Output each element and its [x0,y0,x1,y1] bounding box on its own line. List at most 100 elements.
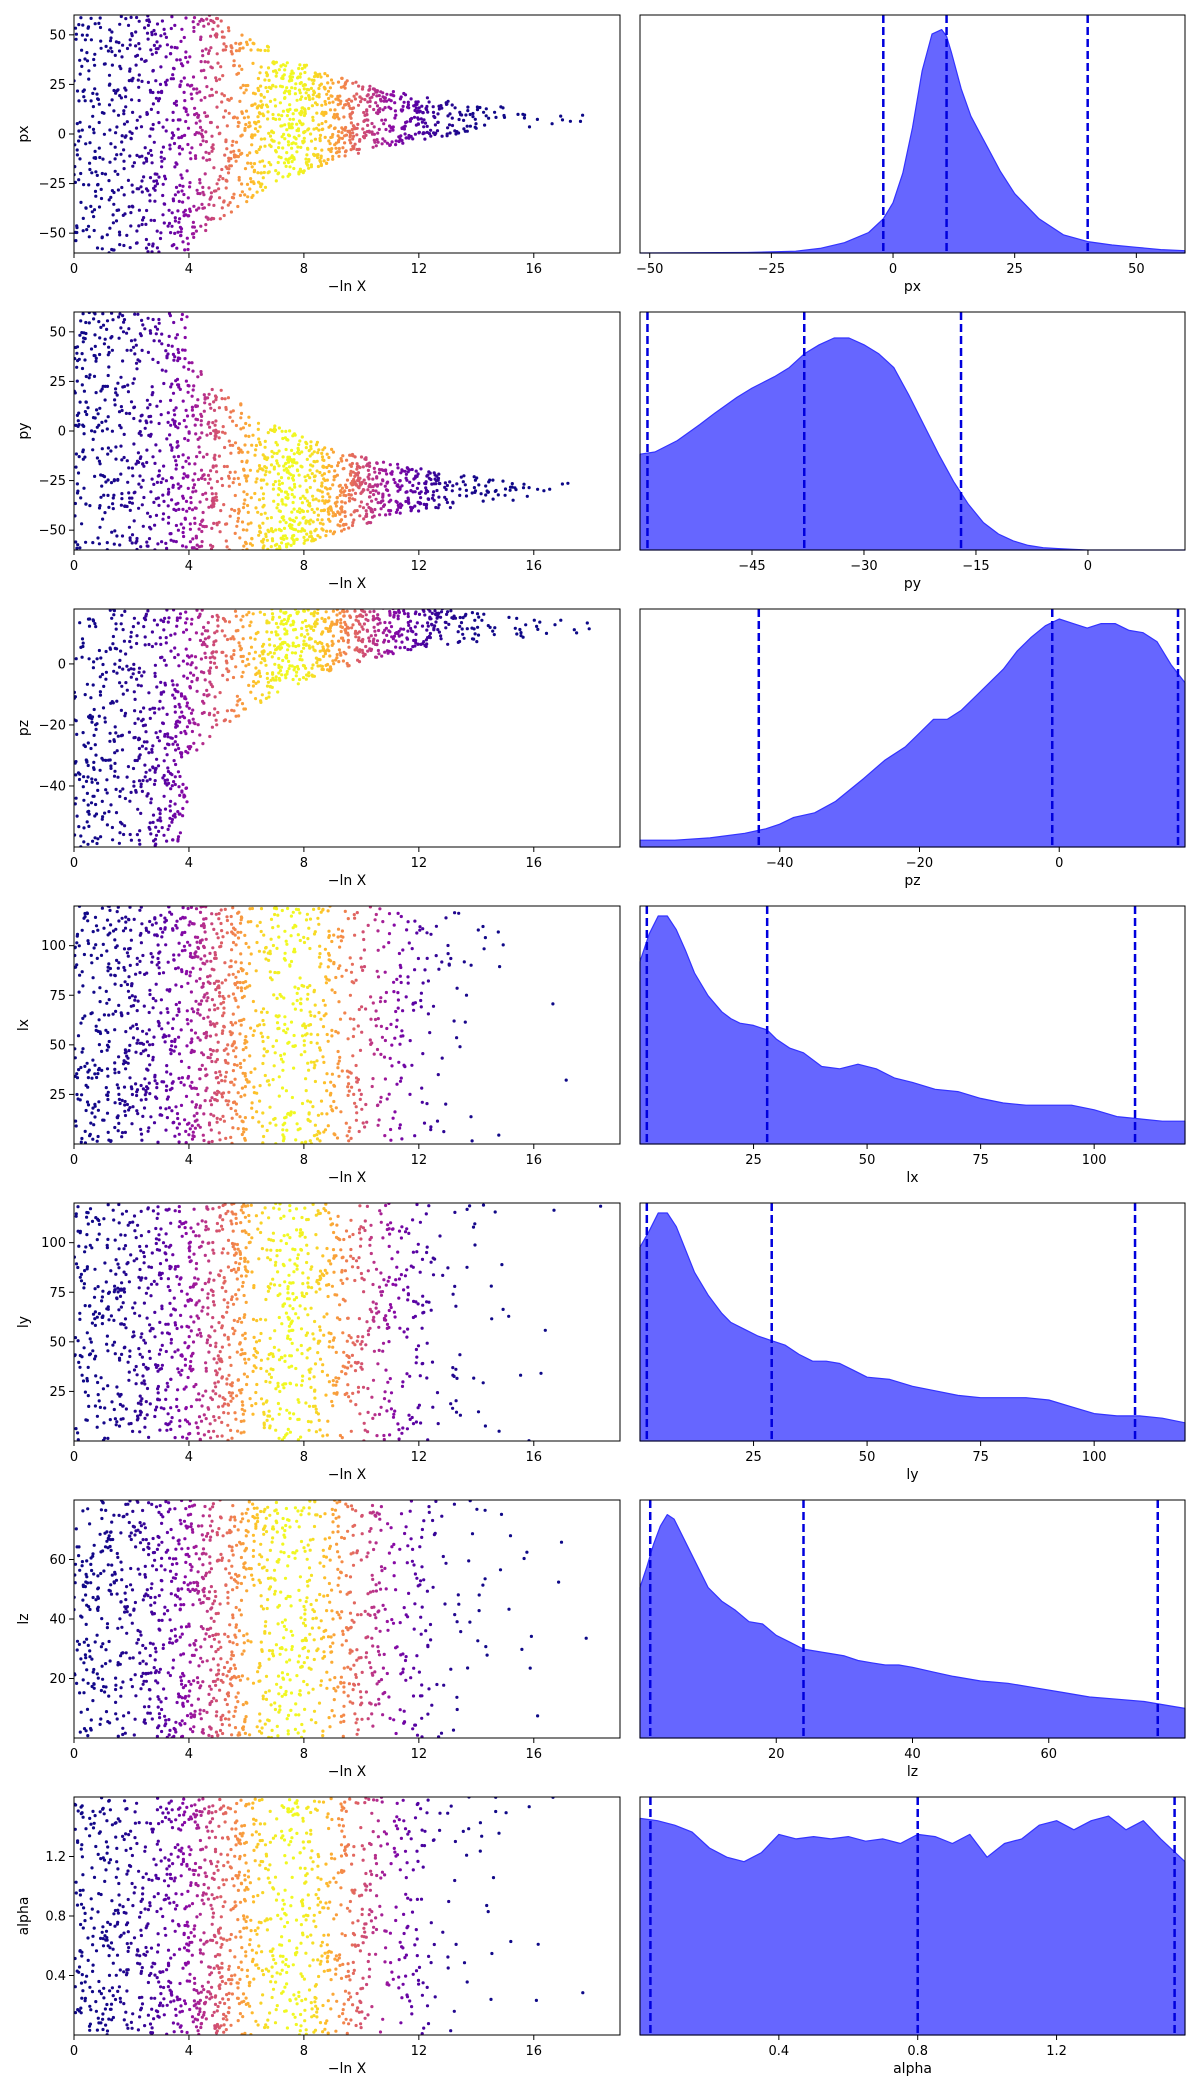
trace-point [124,95,128,99]
trace-point [265,457,269,462]
trace-point [209,660,213,665]
trace-point [251,433,255,437]
trace-point [94,625,98,629]
trace-point [133,312,137,316]
trace-point [191,220,195,224]
trace-point [188,151,192,155]
trace-point [407,501,411,505]
trace-point [214,464,218,468]
trace-point [288,165,292,169]
trace-point [319,75,323,79]
trace-point [78,58,82,62]
trace-point [322,654,326,659]
trace-point [133,721,137,726]
trace-point [358,594,361,597]
trace-point [482,110,486,114]
trace-point [340,131,344,135]
trace-point [85,791,89,796]
trace-point [196,398,200,402]
trace-point [439,104,443,108]
trace-point [125,120,129,124]
trace-point [228,574,231,577]
trace-point [122,167,126,171]
trace-point [222,35,226,39]
trace-point [248,468,252,472]
trace-point [339,85,343,89]
trace-point [406,100,410,104]
trace-point [114,457,118,461]
trace-point [118,820,123,824]
trace-point [206,1015,210,1019]
trace-point [161,776,165,780]
trace-point [87,312,91,315]
trace-point [289,602,292,605]
trace-point [183,517,187,521]
trace-point [340,486,344,490]
trace-point [331,511,335,515]
trace-point [412,115,417,119]
trace-point [112,609,116,613]
trace-point [324,626,328,630]
trace-point [173,655,177,660]
trace-point [216,24,220,28]
trace-point [336,464,340,468]
trace-point [160,368,164,372]
trace-point [297,88,302,92]
trace-point [434,479,438,483]
trace-point [241,637,245,641]
trace-point [433,115,437,120]
trace-point [103,398,107,402]
trace-point [542,489,546,493]
trace-point [303,496,307,500]
trace-point [177,385,181,389]
trace-point [95,456,99,460]
trace-point [181,64,185,68]
trace-point [297,75,301,79]
trace-point [388,129,392,133]
trace-point [198,119,202,123]
trace-point [344,81,348,85]
trace-point [101,662,105,667]
trace-point [79,496,83,500]
trace-point [216,539,219,542]
trace-point [182,90,186,94]
trace-point [334,146,338,150]
trace-point [358,465,362,470]
trace-point [331,450,335,454]
trace-point [351,602,354,605]
trace-point [247,662,251,667]
trace-point [139,782,143,786]
trace-point [205,114,210,118]
trace-point [380,142,384,146]
trace-point [146,350,150,354]
trace-point [92,374,97,378]
trace-point [376,491,381,495]
trace-point [158,636,162,640]
trace-point [339,629,343,634]
trace-point [340,76,344,80]
trace-point [208,556,211,559]
trace-point [199,670,204,674]
trace-point [290,78,294,82]
trace-point [304,574,307,577]
trace-point [145,112,149,116]
trace-point [210,590,213,593]
trace-point [223,907,227,912]
trace-point [288,117,292,121]
trace-point [105,319,110,323]
trace-point [381,108,385,112]
trace-point [128,411,132,416]
trace-point [206,587,209,590]
trace-point [382,503,387,507]
trace-point [132,662,136,667]
trace-point [232,653,236,657]
trace-point [225,661,229,665]
trace-point [308,946,312,951]
trace-point [321,495,325,499]
trace-point [175,624,179,628]
trace-point [110,63,114,67]
trace-point [231,635,235,639]
trace-point [172,455,176,459]
trace-point [320,455,325,459]
trace-point [436,112,440,116]
